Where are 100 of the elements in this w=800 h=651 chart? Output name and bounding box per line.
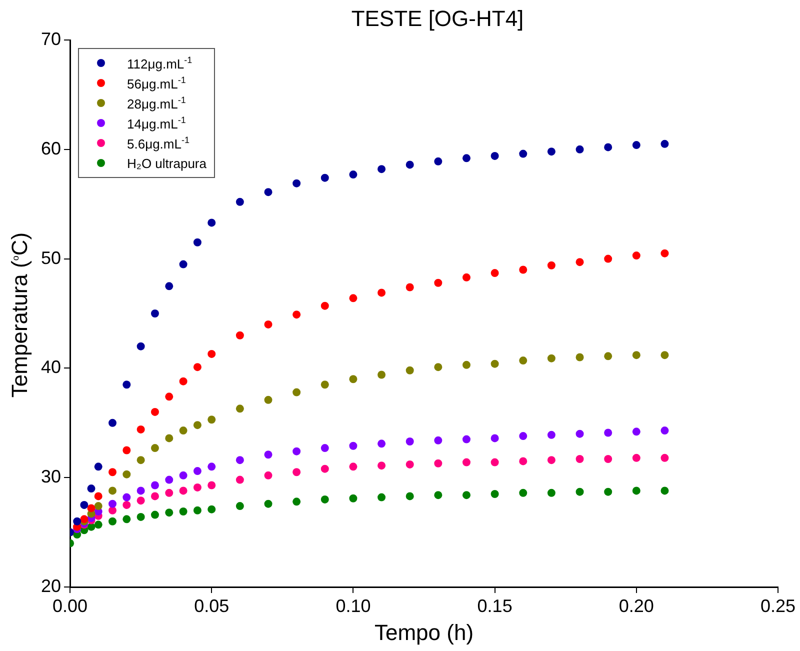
point xyxy=(632,428,640,436)
point xyxy=(604,488,612,496)
point xyxy=(208,481,216,490)
point xyxy=(490,458,499,466)
point xyxy=(236,331,244,340)
point xyxy=(519,150,528,158)
point xyxy=(490,360,499,368)
point xyxy=(490,152,499,160)
point xyxy=(660,351,669,360)
point xyxy=(604,143,612,152)
point xyxy=(165,434,174,442)
point xyxy=(150,492,159,500)
point xyxy=(122,493,131,502)
point xyxy=(122,446,131,454)
point xyxy=(632,351,640,360)
point xyxy=(94,492,102,500)
point xyxy=(264,188,272,196)
point xyxy=(150,510,159,519)
point xyxy=(292,179,301,188)
point xyxy=(94,462,102,471)
point xyxy=(108,486,116,495)
point xyxy=(349,442,358,450)
point xyxy=(660,486,669,495)
point xyxy=(406,283,414,292)
point xyxy=(108,506,116,514)
point xyxy=(406,438,414,446)
point xyxy=(378,462,386,470)
point xyxy=(208,218,216,227)
point xyxy=(179,377,188,386)
point xyxy=(604,352,612,360)
point xyxy=(462,491,470,500)
x-tick-label: 0.00 xyxy=(52,596,88,616)
point xyxy=(547,354,556,362)
legend-label: H₂O ultrapura xyxy=(127,156,206,170)
legend-label: 5.6μg.mL$^{-1}$ xyxy=(127,134,190,152)
point xyxy=(236,198,244,206)
point xyxy=(136,342,145,350)
point xyxy=(264,450,272,459)
point xyxy=(165,282,174,290)
point xyxy=(292,310,301,319)
legend-label: 14μg.mL$^{-1}$ xyxy=(127,114,186,132)
point xyxy=(547,148,556,156)
point xyxy=(108,500,116,508)
point xyxy=(292,447,301,456)
point xyxy=(165,488,174,497)
point xyxy=(378,440,386,448)
point xyxy=(136,456,145,464)
point xyxy=(320,495,329,504)
x-axis-title: Tempo (h) xyxy=(374,620,474,645)
point xyxy=(660,454,669,462)
y-tick-label: 50 xyxy=(40,248,62,268)
point xyxy=(349,494,358,502)
point xyxy=(406,460,414,468)
point xyxy=(150,408,159,416)
point xyxy=(136,496,145,505)
point xyxy=(604,428,612,437)
point xyxy=(320,174,329,182)
point xyxy=(122,380,131,389)
point xyxy=(94,502,102,510)
point xyxy=(150,444,159,452)
point xyxy=(349,294,358,302)
point xyxy=(87,504,96,512)
point xyxy=(320,444,329,452)
x-tick-label: 0.05 xyxy=(194,596,230,616)
point xyxy=(632,141,640,150)
point xyxy=(136,425,145,434)
legend-label: 56μg.mL$^{-1}$ xyxy=(127,74,186,92)
point xyxy=(462,154,470,162)
point xyxy=(236,502,244,510)
point xyxy=(108,468,116,476)
point xyxy=(490,434,499,442)
point xyxy=(150,481,159,490)
point xyxy=(165,508,174,517)
point xyxy=(434,157,442,166)
point xyxy=(547,456,556,464)
point xyxy=(660,140,669,148)
point xyxy=(519,432,528,440)
point xyxy=(406,366,414,374)
point xyxy=(406,160,414,169)
y-tick-label: 60 xyxy=(40,138,62,158)
point xyxy=(378,370,386,379)
point xyxy=(519,488,528,497)
point xyxy=(80,500,88,509)
point xyxy=(208,350,216,358)
y-tick-label: 70 xyxy=(40,28,62,49)
y-tick-label: 40 xyxy=(40,357,62,378)
x-tick-label: 0.15 xyxy=(477,596,512,616)
point xyxy=(434,278,442,287)
chart-title: TESTE [OG-HT4] xyxy=(350,6,525,32)
point xyxy=(462,273,470,282)
point xyxy=(193,467,202,476)
legend-label: 112μg.mL$^{-1}$ xyxy=(127,54,192,72)
point xyxy=(193,421,202,430)
point xyxy=(462,435,470,444)
point xyxy=(73,517,82,526)
point xyxy=(660,249,669,258)
point xyxy=(604,254,612,263)
point xyxy=(320,302,329,310)
point xyxy=(165,392,174,401)
point xyxy=(236,476,244,484)
